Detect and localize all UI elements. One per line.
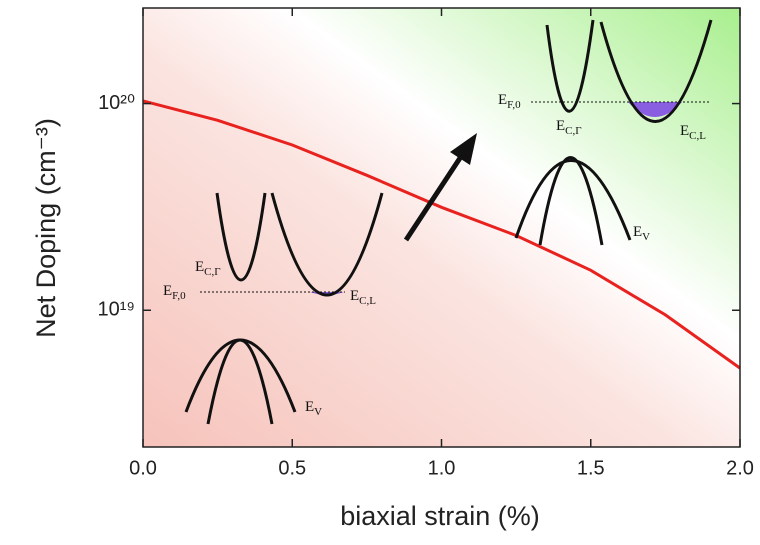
x-tick-label: 0.5 xyxy=(278,457,306,479)
band-label-sub: F,0 xyxy=(507,99,521,111)
x-tick-label: 1.5 xyxy=(577,457,605,479)
electron-fill xyxy=(628,102,682,117)
band-label: EF,0 xyxy=(163,283,186,301)
band-label: EC,L xyxy=(350,288,376,306)
plot-layer xyxy=(142,99,741,370)
arrow-head xyxy=(450,133,477,165)
band-label-sub: C,L xyxy=(689,130,706,142)
band-label: EF,0 xyxy=(498,92,521,110)
data-line xyxy=(142,99,741,370)
y-tick-label: 10²⁰ xyxy=(98,92,135,114)
band-diagram-right xyxy=(514,19,713,246)
valley-l xyxy=(599,19,713,123)
band-label-main: E xyxy=(195,259,204,275)
band-label-sub: C,Γ xyxy=(204,266,220,278)
x-axis-label: biaxial strain (%) xyxy=(340,501,540,531)
band-label-sub: V xyxy=(314,406,322,418)
band-label-sub: F,0 xyxy=(172,290,186,302)
band-label-sub: C,L xyxy=(359,295,376,307)
valence-band xyxy=(206,338,274,425)
band-label-sub: V xyxy=(642,231,650,243)
band-label-main: E xyxy=(633,224,642,240)
plot-background xyxy=(143,8,740,447)
band-label: EV xyxy=(305,399,322,417)
arrow-shaft xyxy=(403,153,465,242)
x-tick-label: 2.0 xyxy=(726,457,754,479)
band-label: EC,L xyxy=(680,123,706,141)
band-label-main: E xyxy=(556,118,565,134)
x-tick-label: 0.0 xyxy=(129,457,157,479)
band-label: EC,Γ xyxy=(195,259,221,277)
band-label-main: E xyxy=(680,123,689,139)
band-label-main: E xyxy=(498,92,507,108)
x-tick-label: 1.0 xyxy=(428,457,456,479)
valence-band xyxy=(514,159,632,241)
y-axis-label: Net Doping (cm⁻³) xyxy=(31,118,61,338)
band-label-main: E xyxy=(305,399,314,415)
valley-gamma xyxy=(545,19,595,113)
band-label-main: E xyxy=(350,288,359,304)
valley-l xyxy=(270,192,384,297)
valley-gamma xyxy=(215,192,267,282)
band-label-sub: C,Γ xyxy=(565,125,581,137)
valence-band xyxy=(538,156,604,246)
band-label-main: E xyxy=(163,283,172,299)
band-label: EV xyxy=(633,224,650,242)
y-tick-label: 10¹⁹ xyxy=(98,299,135,321)
band-label: EC,Γ xyxy=(556,118,582,136)
band-diagram-left xyxy=(184,192,384,425)
